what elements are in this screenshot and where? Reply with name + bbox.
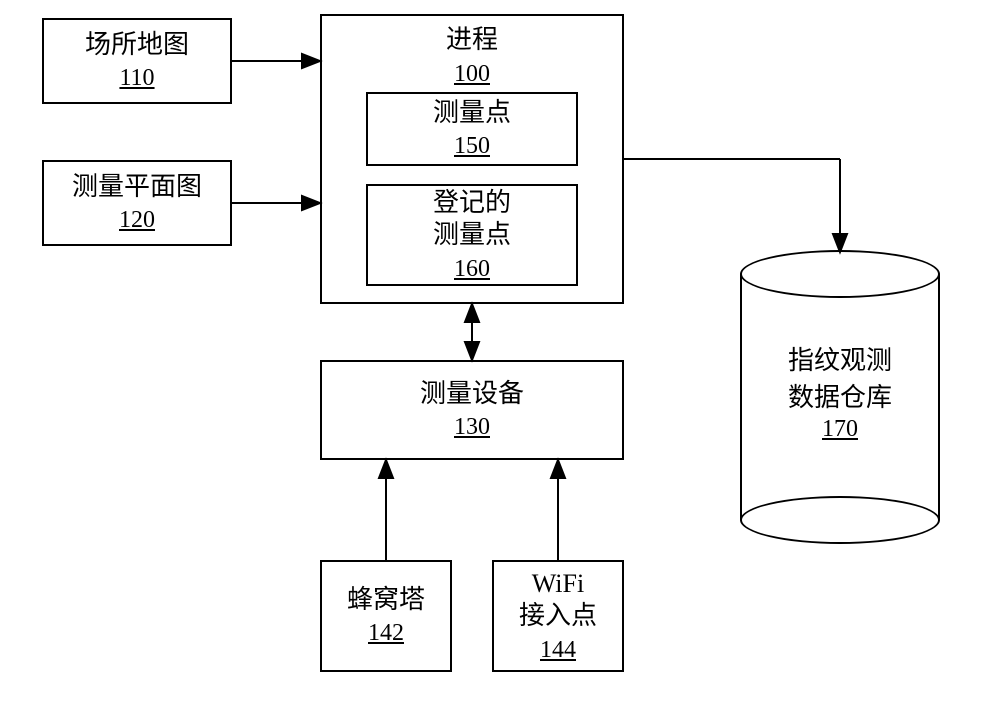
- diagram-canvas: 场所地图 110 测量平面图 120 进程 100 测量点 150 登记的 测量…: [0, 0, 1000, 728]
- block-registered-measure-point: 登记的 测量点 160: [366, 184, 578, 286]
- block-num: 110: [119, 63, 154, 93]
- block-label-line2: 接入点: [519, 600, 597, 633]
- block-venue-map: 场所地图 110: [42, 18, 232, 104]
- block-num: 160: [454, 254, 490, 284]
- block-label: 场所地图: [85, 29, 189, 62]
- block-num: 100: [454, 59, 490, 89]
- block-label: 测量点: [433, 97, 511, 130]
- block-num: 120: [119, 205, 155, 235]
- block-num: 144: [540, 635, 576, 665]
- block-label: 进程: [446, 24, 498, 57]
- block-label: 蜂窝塔: [347, 584, 425, 617]
- block-label: 测量平面图: [72, 171, 202, 204]
- block-measure-point: 测量点 150: [366, 92, 578, 166]
- block-label-line1: 登记的: [433, 187, 511, 220]
- cylinder-label-line2: 数据仓库: [740, 377, 940, 414]
- cylinder-text: 指纹观测 数据仓库 170: [740, 340, 940, 443]
- block-num: 130: [454, 412, 490, 442]
- block-num: 150: [454, 131, 490, 161]
- cylinder-label-line1: 指纹观测: [740, 340, 940, 377]
- block-label-line2: 测量点: [433, 219, 511, 252]
- block-label: 测量设备: [420, 378, 524, 411]
- cylinder-num: 170: [740, 416, 940, 443]
- block-wifi-ap: WiFi 接入点 144: [492, 560, 624, 672]
- block-measure-device: 测量设备 130: [320, 360, 624, 460]
- cylinder-top-cap: [740, 250, 940, 298]
- block-label-line1: WiFi: [532, 568, 584, 601]
- cylinder-bottom-cap: [740, 496, 940, 544]
- block-num: 142: [368, 618, 404, 648]
- block-measurement-plan: 测量平面图 120: [42, 160, 232, 246]
- block-cell-tower: 蜂窝塔 142: [320, 560, 452, 672]
